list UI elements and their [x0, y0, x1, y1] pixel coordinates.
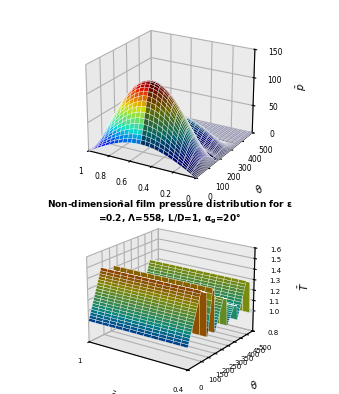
Y-axis label: $\theta$: $\theta$ [247, 378, 260, 392]
X-axis label: $\bar{z}$: $\bar{z}$ [115, 199, 125, 212]
Y-axis label: $\theta$: $\theta$ [252, 181, 266, 195]
X-axis label: $\bar{z}$: $\bar{z}$ [108, 389, 118, 394]
Text: Non-dimensional film pressure distribution for $\mathbf{\varepsilon}$
=0.2, $\ma: Non-dimensional film pressure distributi… [47, 198, 292, 226]
